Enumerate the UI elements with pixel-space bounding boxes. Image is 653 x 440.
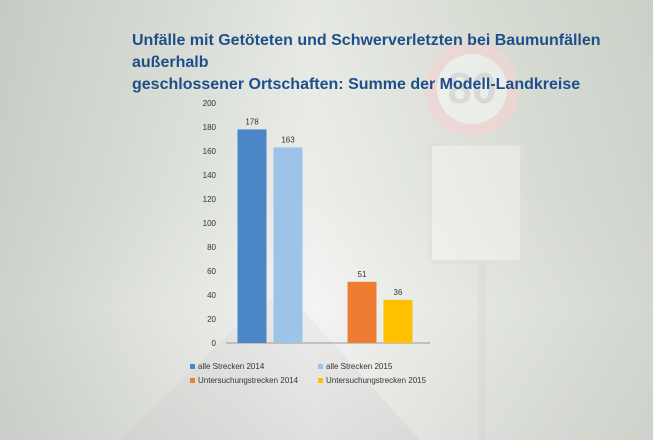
y-tick-label: 60 [207, 267, 216, 276]
legend-item: Untersuchungstrecken 2015 [318, 376, 450, 385]
y-tick-label: 140 [203, 171, 217, 180]
y-tick-label: 200 [203, 99, 217, 108]
legend-label: Untersuchungstrecken 2014 [198, 376, 299, 385]
bar-value-label: 163 [281, 135, 295, 144]
y-tick-label: 40 [207, 291, 216, 300]
y-tick-label: 120 [203, 195, 217, 204]
bar [273, 147, 303, 343]
y-tick-label: 20 [207, 315, 216, 324]
bar [383, 299, 413, 343]
legend-label: alle Strecken 2014 [198, 362, 265, 371]
bar-value-label: 51 [358, 270, 367, 279]
legend-swatch [190, 378, 195, 383]
legend-item: Untersuchungstrecken 2014 [190, 376, 318, 385]
y-tick-label: 180 [203, 123, 217, 132]
chart-title: Unfälle mit Getöteten und Schwerverletzt… [132, 30, 652, 96]
y-tick-label: 0 [212, 339, 217, 348]
bar [347, 281, 377, 343]
bar-value-label: 36 [394, 288, 403, 297]
legend-label: alle Strecken 2015 [326, 362, 393, 371]
legend-label: Untersuchungstrecken 2015 [326, 376, 427, 385]
y-tick-label: 160 [203, 147, 217, 156]
legend-swatch [190, 364, 195, 369]
chart-legend: alle Strecken 2014 alle Strecken 2015 Unte… [190, 362, 450, 385]
legend-item: alle Strecken 2014 [190, 362, 318, 371]
legend-item: alle Strecken 2015 [318, 362, 450, 371]
y-tick-label: 80 [207, 243, 216, 252]
legend-swatch [318, 364, 323, 369]
y-tick-label: 100 [203, 219, 217, 228]
bar-value-label: 178 [245, 117, 259, 126]
chart-title-line-1: Unfälle mit Getöteten und Schwerverletzt… [132, 32, 601, 71]
bar [237, 129, 267, 343]
legend-swatch [318, 378, 323, 383]
chart-title-line-2: geschlossener Ortschaften: Summe der Mod… [132, 76, 581, 93]
